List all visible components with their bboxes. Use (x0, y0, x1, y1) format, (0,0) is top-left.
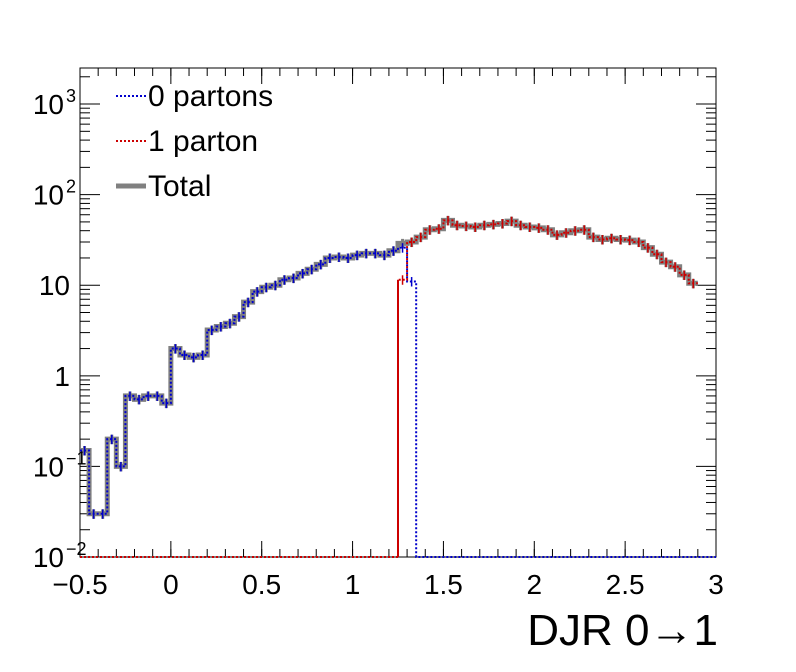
x-tick-label: 3 (708, 569, 724, 600)
y-tick-label: 10 (39, 270, 70, 301)
y-tick-exponent: 2 (66, 177, 76, 197)
series-layer (80, 215, 716, 558)
series-line (80, 246, 716, 558)
y-tick-label: 10 (33, 180, 64, 211)
x-tick-label: 2 (526, 569, 542, 600)
y-tick-label: 1 (54, 361, 70, 392)
y-tick-exponent: −1 (66, 448, 87, 468)
legend-label: 1 parton (148, 125, 258, 158)
y-tick-label: 10 (33, 89, 64, 120)
series-0-partons (80, 243, 716, 558)
y-tick-label: 10 (33, 451, 64, 482)
x-tick-label: 1 (345, 569, 361, 600)
series-total (80, 215, 698, 519)
legend-label: Total (148, 170, 211, 203)
x-tick-label: 0 (163, 569, 179, 600)
axis-ticks (79, 68, 717, 558)
x-tick-label: 0.5 (242, 569, 281, 600)
x-tick-label: 1.5 (424, 569, 463, 600)
y-tick-label: 10 (33, 542, 64, 573)
x-tick-label: −0.5 (52, 569, 107, 600)
x-tick-label: 2.5 (606, 569, 645, 600)
x-axis-label: DJR 0→1 (527, 606, 718, 655)
legend: 0 partons 1 parton Total (116, 80, 273, 203)
y-tick-exponent: −2 (66, 539, 87, 559)
series-line (80, 217, 698, 517)
legend-label: 0 partons (148, 80, 273, 113)
y-tick-exponent: 3 (66, 86, 76, 106)
series-1-parton (80, 215, 698, 558)
